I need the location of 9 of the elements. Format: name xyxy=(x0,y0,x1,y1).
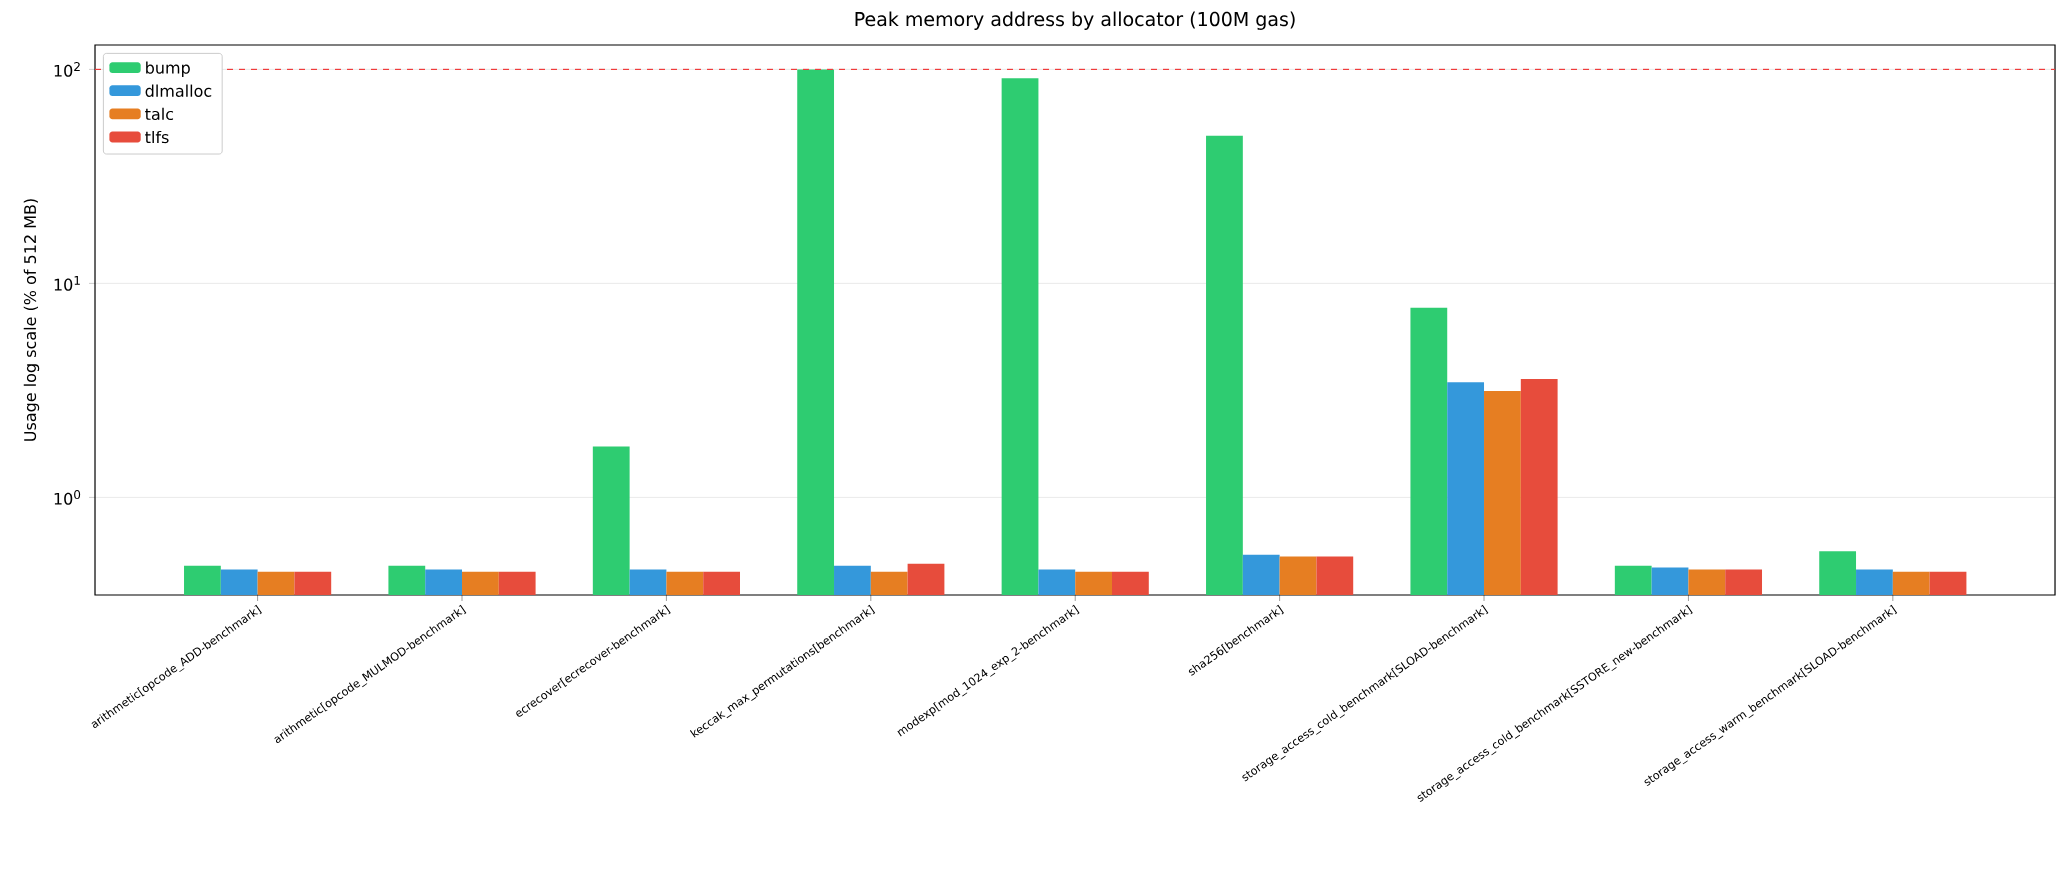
legend-label: talc xyxy=(145,107,174,121)
chart-title: Peak memory address by allocator (100M gas) xyxy=(855,11,1295,30)
legend-label: dlmalloc xyxy=(145,84,212,97)
y-tick-label: 10$^{0}$ xyxy=(54,490,81,505)
legend-label: tlfs xyxy=(145,130,169,144)
y-tick-label: 10$^{1}$ xyxy=(54,276,80,291)
y-tick-label: 10$^{2}$ xyxy=(54,61,80,77)
legend-label: bump xyxy=(146,61,190,77)
y-axis-title: Usage log scale (% of 512 MB) xyxy=(23,199,40,441)
